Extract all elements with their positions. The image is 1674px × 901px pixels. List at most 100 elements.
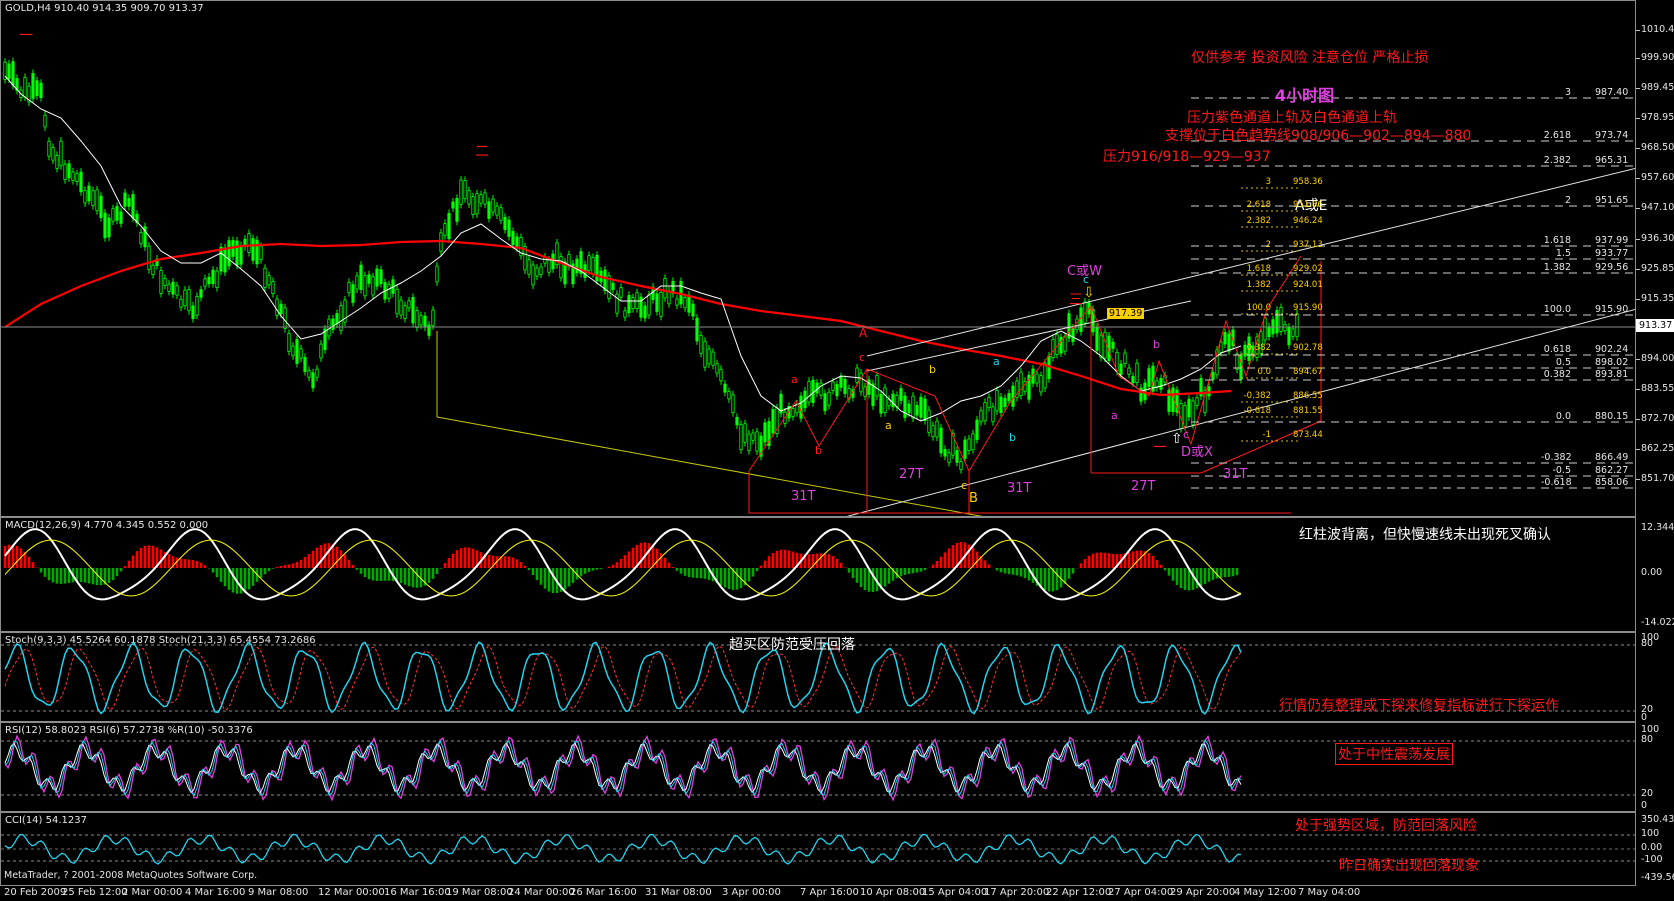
macd-histogram-bar <box>95 568 99 586</box>
fib-mid-price-label: 894.67 <box>1293 367 1323 377</box>
indicator-axis-tick: 100 <box>1641 724 1660 735</box>
macd-histogram-bar <box>291 563 295 568</box>
resistance-note: 压力紫色通道上轨及白色通道上轨 <box>1187 110 1397 126</box>
stoch-pane[interactable]: Stoch(9,3,3) 45.5264 60.1878 Stoch(21,3,… <box>0 632 1636 722</box>
wave-label-b4: b <box>1153 338 1160 351</box>
candle-body <box>315 368 319 378</box>
candle-body <box>1095 326 1099 351</box>
macd-histogram-bar <box>631 547 635 568</box>
fib-mid-ratio-label: -0.382 <box>1243 391 1271 401</box>
macd-histogram-bar <box>835 558 839 568</box>
indicator-axis-tick: 20 <box>1641 704 1654 715</box>
macd-histogram-bar <box>1091 553 1095 568</box>
macd-pane[interactable]: MACD(12,26,9) 4.770 4.345 0.552 0.000 红柱… <box>0 517 1636 632</box>
macd-histogram-bar <box>827 554 831 568</box>
macd-histogram-bar <box>523 565 527 568</box>
macd-histogram-bar <box>1159 564 1163 568</box>
fib-price-label: 880.15 <box>1595 411 1629 422</box>
candle-body <box>595 254 599 282</box>
candle-body <box>291 345 295 357</box>
price-box-label: 917.39 <box>1107 308 1145 319</box>
wave-label-b1: b <box>815 444 822 457</box>
candle-body <box>131 194 135 219</box>
macd-histogram-bar <box>551 568 555 594</box>
candle-body <box>1223 332 1227 345</box>
macd-histogram-bar <box>539 568 543 585</box>
macd-histogram-bar <box>1035 568 1039 586</box>
macd-histogram-bar <box>911 568 915 574</box>
macd-histogram-bar <box>699 568 703 579</box>
candle-body <box>1259 331 1263 354</box>
candle-body <box>395 288 399 315</box>
fib-ratio-label: -0.382 <box>1541 452 1572 463</box>
cci-note-1: 处于强势区域，防范回落风险 <box>1295 818 1477 834</box>
candle-body <box>623 310 627 318</box>
macd-histogram-bar <box>355 568 359 570</box>
fib-mid-ratio-label: 2.382 <box>1246 216 1271 226</box>
time-axis-tick: 20 Feb 2009 <box>4 887 67 898</box>
candle-body <box>527 259 531 275</box>
macd-histogram-bar <box>371 568 375 581</box>
candle-body <box>995 389 999 412</box>
fib-ratio-label: 0.382 <box>1543 369 1571 380</box>
macd-histogram-bar <box>1171 568 1175 581</box>
candle-body <box>1099 335 1103 358</box>
ma-white-line <box>4 75 1242 422</box>
price-chart-pane[interactable]: GOLD,H4 910.40 914.35 909.70 913.37 <box>0 0 1636 517</box>
candle-body <box>319 343 323 359</box>
candle-body <box>107 217 111 238</box>
macd-histogram-bar <box>567 568 571 587</box>
candle-body <box>963 439 967 459</box>
cci-pane[interactable]: CCI(14) 54.1237 处于强势区域，防范回落风险 昨日确实出现回落现象 <box>0 812 1636 886</box>
price-axis-tick: 936.30 <box>1641 233 1674 244</box>
macd-histogram-bar <box>627 551 631 568</box>
candle-body <box>663 278 667 299</box>
wave-label-roman-1: 一 <box>19 28 33 44</box>
symbol-header: GOLD,H4 910.40 914.35 909.70 913.37 <box>5 3 204 14</box>
macd-histogram-bar <box>275 567 279 568</box>
candle-body <box>1007 393 1011 402</box>
candle-body <box>823 393 827 412</box>
macd-histogram-bar <box>623 555 627 568</box>
candle-body <box>859 372 863 393</box>
wave-label-c3: c <box>1083 273 1090 286</box>
macd-histogram-bar <box>679 568 683 574</box>
candle-body <box>123 192 127 207</box>
candle-body <box>435 265 439 283</box>
candle-body <box>911 395 915 419</box>
candle-body <box>1155 380 1159 389</box>
macd-histogram-bar <box>251 568 255 586</box>
macd-histogram-bar <box>87 568 91 584</box>
rsi-pane[interactable]: RSI(12) 58.8023 RSI(6) 57.2738 %R(10) -5… <box>0 722 1636 812</box>
macd-histogram-bar <box>839 562 843 568</box>
candle-body <box>175 285 179 296</box>
macd-histogram-bar <box>343 554 347 568</box>
candle-body <box>1131 375 1135 384</box>
candle-body <box>27 85 31 103</box>
macd-histogram-bar <box>875 568 879 592</box>
macd-histogram-bar <box>783 549 787 568</box>
cycle-label-31t-3: 31T <box>1223 467 1248 482</box>
candle-body <box>731 394 735 414</box>
candle-body <box>311 372 315 389</box>
candle-body <box>999 396 1003 413</box>
cycle-label-27t-1: 27T <box>899 467 924 482</box>
macd-histogram-bar <box>195 561 199 568</box>
fib-ratio-label: 0.0 <box>1555 411 1571 422</box>
wave-label-B: B <box>969 491 978 506</box>
candle-body <box>343 299 347 323</box>
candle-body <box>759 435 763 457</box>
macd-histogram-bar <box>719 568 723 586</box>
macd-histogram-bar <box>1087 555 1091 568</box>
candle-body <box>531 264 535 286</box>
fib-price-label: 965.31 <box>1595 155 1629 166</box>
cci-svg <box>1 833 1635 865</box>
fib-mid-price-label: 915.90 <box>1293 303 1323 313</box>
macd-histogram-bar <box>307 554 311 568</box>
macd-histogram-bar <box>527 568 531 571</box>
macd-histogram-bar <box>47 568 51 581</box>
macd-histogram-bar <box>879 568 883 590</box>
candle-body <box>167 283 171 292</box>
time-axis-tick: 7 May 04:00 <box>1298 887 1361 898</box>
macd-histogram-bar <box>431 568 435 579</box>
